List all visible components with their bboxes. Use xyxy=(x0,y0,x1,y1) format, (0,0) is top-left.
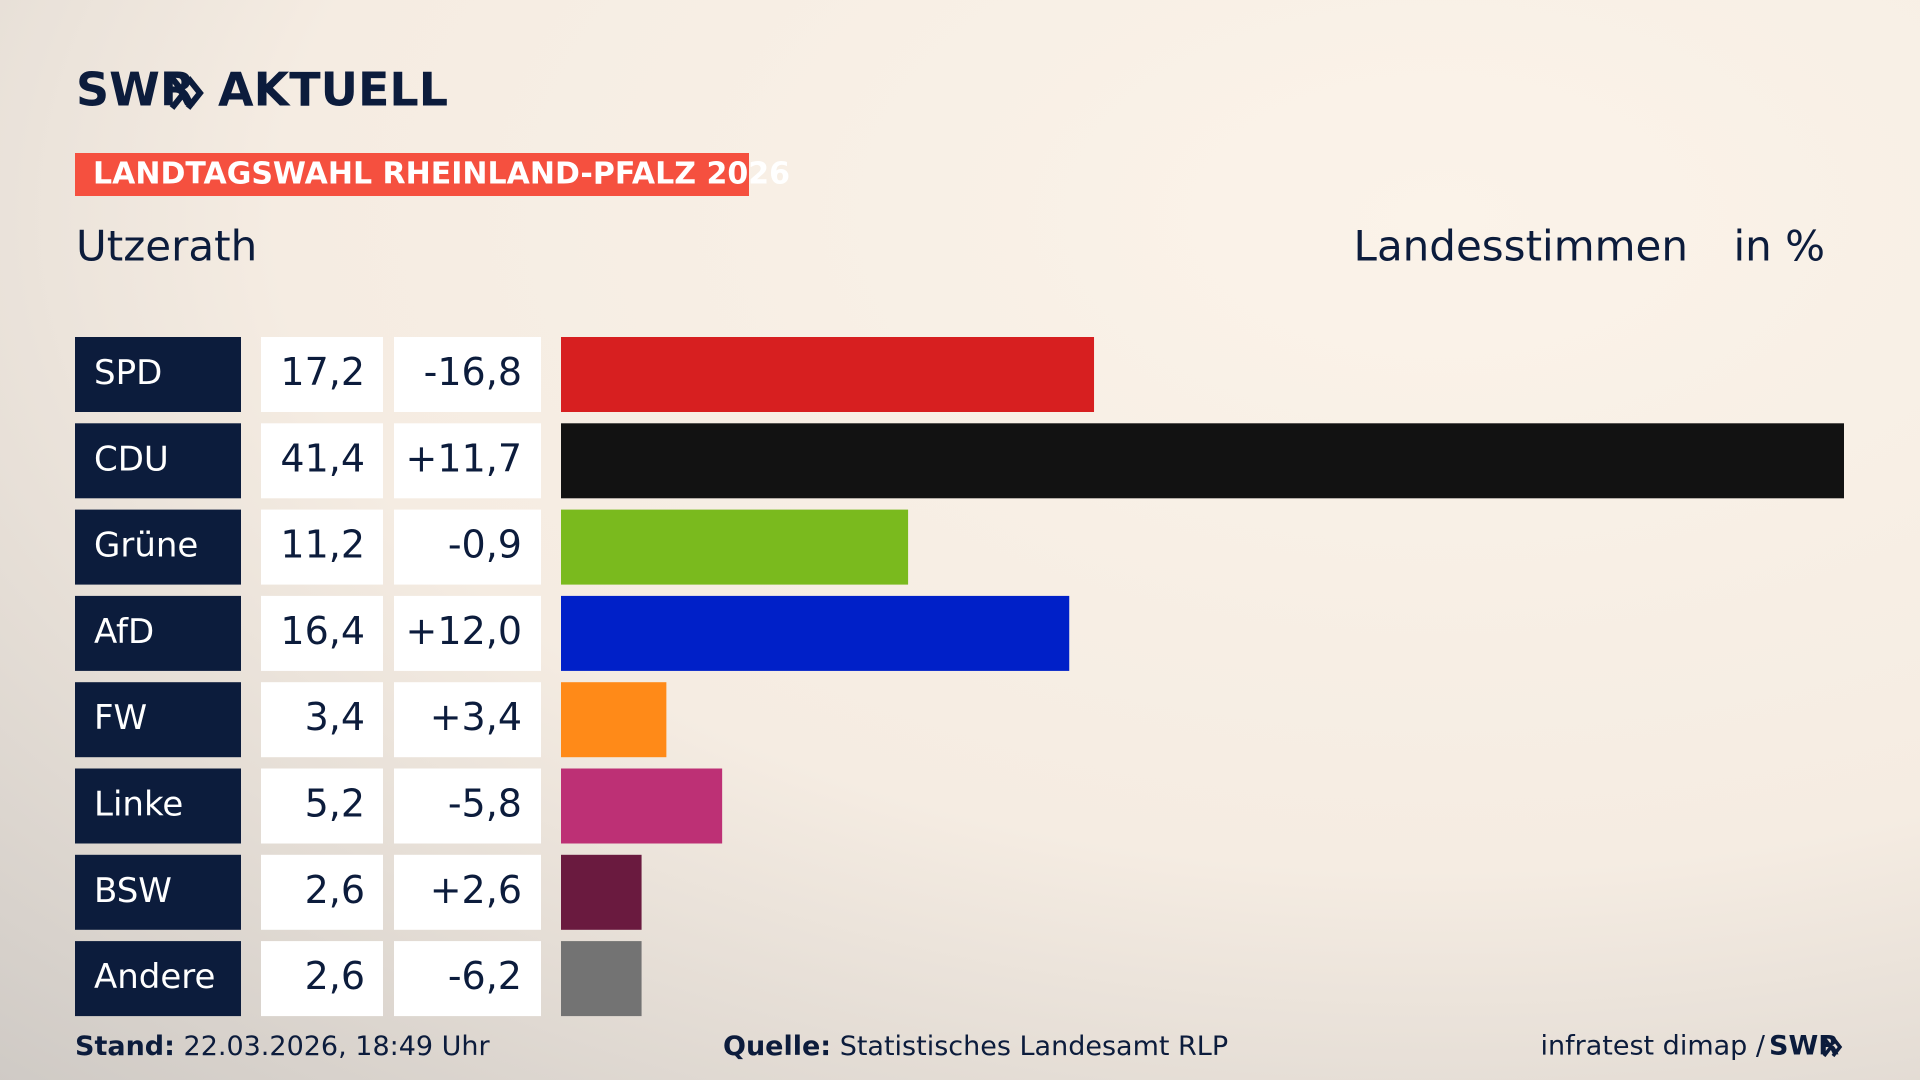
logo-chevrons xyxy=(169,76,204,110)
value-label: 41,4 xyxy=(280,436,365,480)
bar xyxy=(561,854,642,930)
footer-stand: Stand: 22.03.2026, 18:49 Uhr xyxy=(75,1031,491,1062)
change-box xyxy=(394,941,541,1017)
subtitle-banner xyxy=(75,153,749,196)
source-label: Quelle: xyxy=(723,1031,831,1062)
value-label: 17,2 xyxy=(280,350,365,394)
unit: in % xyxy=(1733,222,1825,271)
name-box xyxy=(75,509,241,585)
stand: 22.03.2026, 18:49 Uhr xyxy=(184,1031,491,1062)
party-label: Grüne xyxy=(94,526,198,566)
value-label: 2,6 xyxy=(305,954,365,998)
value-box xyxy=(261,768,383,844)
bar xyxy=(561,337,1095,412)
name-box xyxy=(75,595,241,671)
value-box xyxy=(261,509,383,585)
name-box xyxy=(75,768,241,844)
change-box xyxy=(394,337,541,412)
change-box xyxy=(394,682,541,758)
source: Statistisches Landesamt RLP xyxy=(840,1031,1228,1062)
value-box xyxy=(261,854,383,930)
bar xyxy=(561,509,909,585)
change-box xyxy=(394,509,541,585)
credit: infratest dimap / xyxy=(1540,1031,1765,1062)
subtitle: LANDTAGSWAHL RHEINLAND-PFALZ 2026 xyxy=(93,157,790,192)
bar xyxy=(561,941,642,1017)
name-box xyxy=(75,682,241,758)
bar xyxy=(561,595,1070,671)
change-box xyxy=(394,595,541,671)
change-label: +11,7 xyxy=(406,436,522,480)
credit-chevrons xyxy=(1822,1036,1843,1058)
credit-logo: SWR xyxy=(1769,1031,1839,1062)
value-label: 11,2 xyxy=(280,523,365,567)
value-box xyxy=(261,682,383,758)
name-box xyxy=(75,337,241,412)
party-label: BSW xyxy=(94,871,172,911)
party-label: Linke xyxy=(94,785,183,825)
change-box xyxy=(394,768,541,844)
change-label: -5,8 xyxy=(448,782,522,826)
change-label: -6,2 xyxy=(448,954,522,998)
change-label: +3,4 xyxy=(430,695,522,739)
value-box xyxy=(261,337,383,412)
value-label: 3,4 xyxy=(305,695,365,739)
logo-suffix: AKTUELL xyxy=(218,63,448,117)
bar xyxy=(561,768,723,844)
name-box xyxy=(75,941,241,1017)
bar xyxy=(561,423,1844,499)
bar xyxy=(561,682,667,758)
party-label: FW xyxy=(94,698,147,738)
value-box xyxy=(261,595,383,671)
party-label: Andere xyxy=(94,957,215,997)
name-box xyxy=(75,854,241,930)
chart-title: Utzerath xyxy=(76,222,257,271)
value-label: 16,4 xyxy=(280,609,365,653)
party-label: SPD xyxy=(94,353,162,393)
change-label: -16,8 xyxy=(424,350,522,394)
value-box xyxy=(261,941,383,1017)
change-box xyxy=(394,423,541,499)
value-label: 5,2 xyxy=(305,782,365,826)
name-box xyxy=(75,423,241,499)
party-label: AfD xyxy=(94,612,154,652)
measure: Landesstimmen xyxy=(1354,222,1688,271)
change-box xyxy=(394,854,541,930)
value-label: 2,6 xyxy=(305,868,365,912)
change-label: -0,9 xyxy=(448,523,522,567)
change-label: +2,6 xyxy=(430,868,522,912)
stand-label: Stand: xyxy=(75,1031,175,1062)
change-label: +12,0 xyxy=(406,609,522,653)
value-box xyxy=(261,423,383,499)
party-label: CDU xyxy=(94,439,169,479)
footer-source: Quelle: Statistisches Landesamt RLP xyxy=(723,1031,1228,1062)
